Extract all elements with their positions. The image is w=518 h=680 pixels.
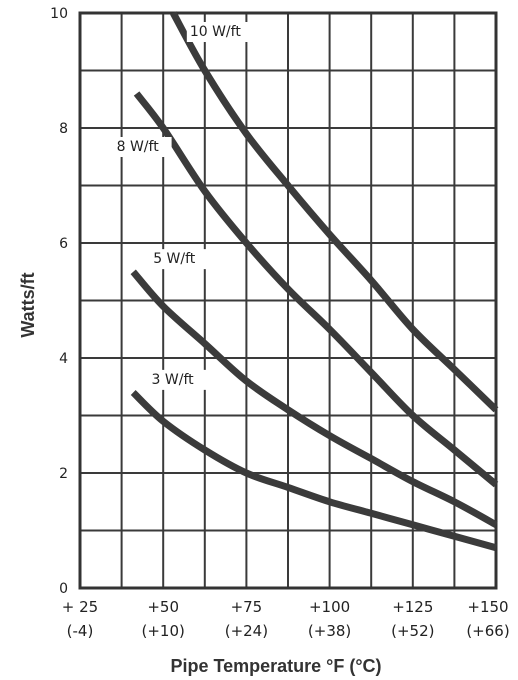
y-tick-label: 4 (59, 351, 68, 367)
curve-label-bg (186, 22, 251, 42)
series-line (130, 389, 497, 552)
series-line (170, 11, 499, 413)
y-tick-label: 6 (59, 236, 68, 252)
y-tick-label: 10 (50, 6, 68, 22)
x-tick-label-c: (+38) (308, 622, 351, 640)
x-tick-label-c: (-4) (67, 622, 94, 640)
curve-label: 5 W/ft (153, 251, 196, 267)
x-axis-title: Pipe Temperature °F (°C) (170, 656, 381, 676)
plot-frame (78, 11, 498, 590)
curve-label: 8 W/ft (117, 139, 160, 155)
y-tick-label: 8 (59, 121, 68, 137)
x-tick-label-c: (+66) (466, 622, 509, 640)
x-tick-label-f: +75 (231, 598, 263, 616)
curve-label: 3 W/ft (152, 372, 195, 388)
x-tick-label-f: +50 (147, 598, 179, 616)
x-tick-label-c: (+24) (225, 622, 268, 640)
x-tick-label-f: + 25 (62, 598, 98, 616)
curve-label-bg (113, 137, 172, 157)
x-tick-labels: + 25 (-4) +50 (+10) +75 (+24) +100 (+38) +125 (+5… (62, 598, 510, 640)
curve-label-bg (148, 369, 207, 390)
y-tick-label: 2 (59, 466, 68, 482)
curves (130, 11, 499, 552)
x-tick-label-f: +125 (392, 598, 433, 616)
y-axis-title: Watts/ft (18, 272, 38, 337)
x-tick-label-f: +100 (309, 598, 350, 616)
series-line (130, 269, 498, 528)
curve-label: 10 W/ft (190, 24, 242, 40)
series-line (133, 91, 499, 488)
curve-label-bg (150, 249, 209, 270)
grid (78, 11, 498, 590)
x-tick-label-f: +150 (467, 598, 508, 616)
x-tick-label-c: (+10) (142, 622, 185, 640)
y-tick-label: 0 (59, 581, 68, 597)
y-tick-labels: 0 2 4 6 8 10 (50, 6, 68, 597)
x-tick-label-c: (+52) (391, 622, 434, 640)
curve-labels: 3 W/ft 5 W/ft 8 W/ft 10 W/ft (113, 22, 251, 390)
